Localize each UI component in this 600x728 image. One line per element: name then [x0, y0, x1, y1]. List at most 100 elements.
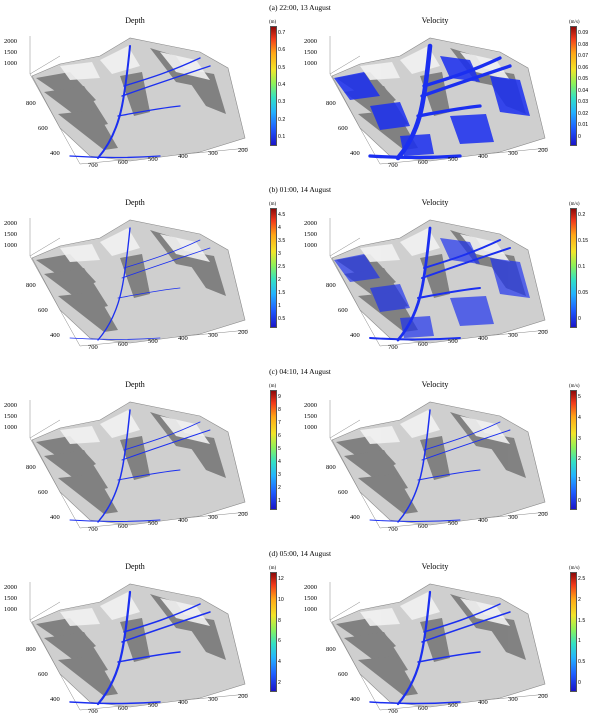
colorbar-tick: 5	[578, 394, 581, 400]
colorbar-tick: 0.08	[578, 41, 589, 48]
panel-velocity: Velocity 2000 1500 1000 800 600 400 700 600 500 40…	[300, 562, 600, 724]
x-axis-tick: 400	[478, 153, 488, 160]
z-axis-tick: 1000	[304, 606, 317, 613]
x-axis-tick: 600	[118, 523, 128, 530]
ridge-shadow	[420, 436, 450, 480]
colorbar-tick: 10	[278, 596, 284, 603]
depth-title: Depth	[125, 16, 145, 25]
z-axis-tick: 2000	[4, 38, 17, 45]
colorbar-tick: 4	[578, 414, 581, 421]
flooded-area	[334, 254, 380, 282]
colorbar-tick: 0.15	[578, 238, 589, 244]
velocity-colorbar: (m/s) 5 4 3 2 1 0	[569, 384, 581, 510]
depth-terrain-surface	[29, 36, 249, 165]
tributary-channel	[421, 247, 511, 279]
colorbar-tick: 0.04	[578, 87, 589, 94]
colorbar-tick: 0.1	[578, 264, 586, 270]
velocity-colorbar: (m/s) 2.5 2 1.5 1 0.5 0	[569, 566, 585, 692]
y-axis-tick: 400	[350, 150, 360, 157]
colorbar-tick: 0.7	[278, 30, 286, 36]
x-axis-tick: 200	[538, 511, 548, 518]
x-axis-tick: 600	[118, 159, 128, 166]
colorbar-tick: 2	[278, 485, 281, 491]
flooded-area	[400, 316, 434, 338]
colorbar-tick: 0.5	[578, 659, 586, 666]
ridge-shadow	[180, 432, 226, 478]
velocity-colorbar: (m/s) 0.09 0.08 0.07 0.06 0.05 0.04 0.03 0.02 0.0…	[569, 20, 588, 146]
velocity-terrain-surface	[329, 582, 549, 711]
colorbar-tick: 3	[578, 435, 581, 442]
colorbar-tick: 6	[278, 638, 281, 645]
z-axis-tick: 1500	[304, 231, 317, 238]
ridge-highlight	[160, 416, 210, 444]
x-axis-tick: 600	[418, 523, 428, 530]
y-axis-tick: 800	[326, 282, 336, 289]
x-axis-tick: 400	[478, 335, 488, 342]
ridge-highlight	[60, 62, 100, 80]
x-axis-tick: 300	[208, 696, 218, 703]
row-caption: (a) 22:00, 13 August	[269, 3, 331, 12]
ridge-shadow	[180, 250, 226, 296]
tributary-channel	[369, 337, 461, 341]
velocity-terrain-surface	[329, 400, 549, 529]
velocity-title: Velocity	[421, 562, 449, 571]
flooded-area	[440, 238, 480, 264]
y-axis-tick: 800	[326, 646, 336, 653]
tributary-channel	[69, 701, 161, 705]
velocity-colorbar: (m/s) 0.2 0.15 0.1 0.05 0	[569, 202, 588, 328]
panel-velocity: Velocity 2000 1500 1000 800 600 400 700 600 500 40…	[300, 380, 600, 542]
velocity-title: Velocity	[421, 380, 449, 389]
depth-terrain-surface	[29, 400, 249, 529]
ridge-shadow	[420, 618, 450, 662]
z-axis-tick: 1000	[304, 424, 317, 431]
z-axis-tick: 2000	[4, 220, 17, 227]
ridge-highlight	[460, 234, 510, 262]
colorbar-tick: 0	[578, 134, 581, 140]
ridge-highlight	[160, 598, 210, 626]
x-axis-tick: 700	[388, 708, 398, 715]
tributary-channel	[69, 337, 161, 340]
colorbar-tick: 0.01	[578, 122, 589, 129]
ridge-shadow	[120, 254, 150, 298]
ridge-highlight	[360, 608, 400, 626]
y-axis-tick: 800	[26, 100, 36, 107]
colorbar-tick: 1	[278, 498, 281, 504]
x-axis-tick: 300	[508, 514, 518, 521]
flooded-area	[490, 76, 530, 116]
ridge-highlight	[360, 62, 400, 80]
colorbar-tick: 3.5	[278, 238, 286, 244]
z-axis-tick: 2000	[304, 38, 317, 45]
tributary-channel	[69, 155, 161, 159]
z-axis-tick: 1500	[4, 595, 17, 602]
colorbar-unit: (m/s)	[569, 384, 580, 389]
ridge-shadow	[120, 436, 150, 480]
z-axis-tick: 1500	[4, 49, 17, 56]
depth-title: Depth	[125, 380, 145, 389]
y-axis-tick: 400	[350, 332, 360, 339]
z-axis-tick: 1000	[4, 606, 17, 613]
colorbar-tick: 0.6	[278, 47, 286, 54]
colorbar-tick: 2.5	[278, 264, 286, 270]
x-axis-tick: 400	[178, 335, 188, 342]
x-axis-tick: 700	[88, 344, 98, 351]
x-axis-tick: 700	[88, 708, 98, 715]
colorbar-tick: 3	[278, 251, 281, 257]
tributary-channel	[121, 429, 211, 461]
x-axis-tick: 300	[508, 150, 518, 157]
y-axis-tick: 800	[26, 282, 36, 289]
y-axis-tick: 400	[50, 332, 60, 339]
colorbar-tick: 1	[278, 303, 281, 309]
z-axis-tick: 2000	[304, 584, 317, 591]
x-axis-tick: 400	[478, 517, 488, 524]
x-axis-tick: 300	[208, 150, 218, 157]
x-axis-tick: 700	[88, 526, 98, 533]
colorbar-tick: 4	[278, 659, 281, 666]
x-axis-tick: 500	[148, 338, 158, 345]
x-axis-tick: 500	[448, 156, 458, 163]
y-axis-tick: 600	[38, 671, 48, 678]
main-channel	[396, 590, 432, 706]
ridge-shadow	[480, 432, 526, 478]
ridge-shadow	[58, 656, 118, 696]
z-axis-tick: 1500	[4, 231, 17, 238]
tributary-channel	[121, 611, 211, 643]
